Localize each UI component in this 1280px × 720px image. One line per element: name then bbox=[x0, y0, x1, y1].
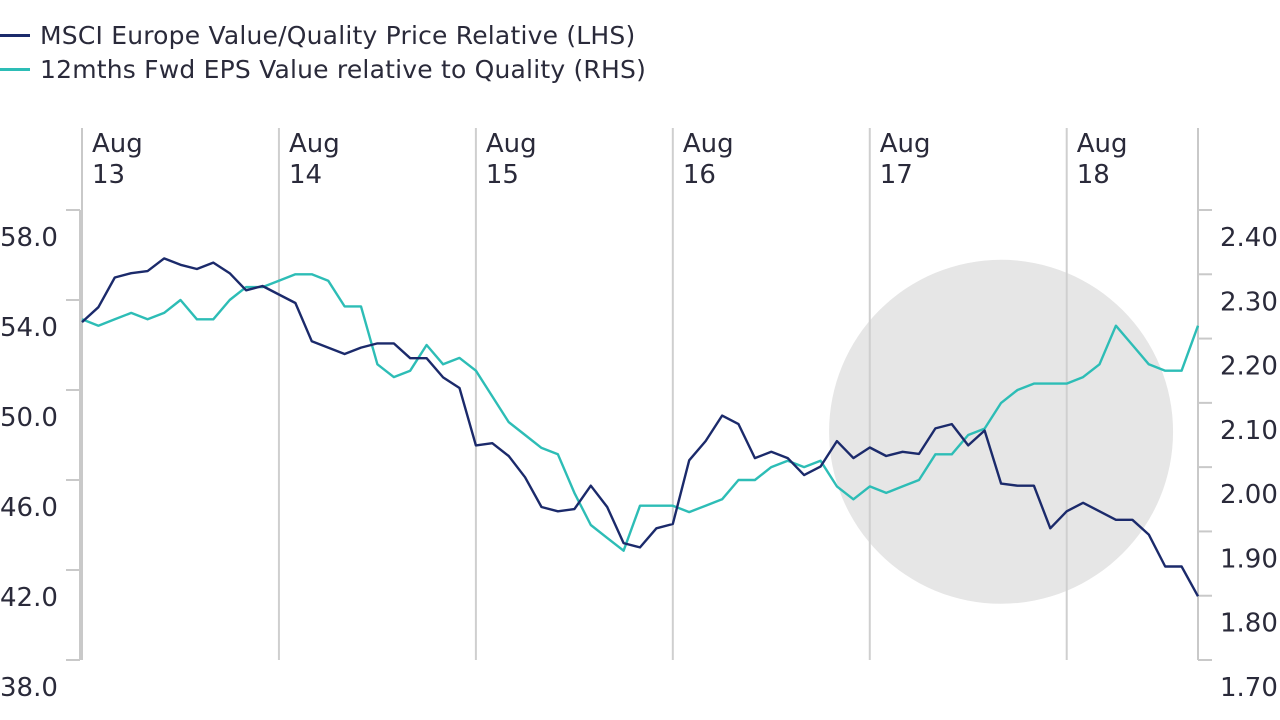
highlight-circle-layer bbox=[829, 259, 1174, 604]
series-line-price-relative bbox=[81, 257, 1200, 597]
x-tick-label-year: 16 bbox=[683, 160, 716, 190]
right-axis-tick-label: 2.00 bbox=[1220, 480, 1278, 510]
legend-swatch-price-relative bbox=[0, 33, 30, 37]
x-tick-label-month: Aug bbox=[1077, 129, 1128, 159]
left-axis-tick-label: 54.0 bbox=[0, 313, 58, 343]
x-tick-label-year: 13 bbox=[92, 160, 125, 190]
x-tick-label-year: 17 bbox=[880, 160, 913, 190]
left-axis-tick-label: 38.0 bbox=[0, 673, 58, 703]
right-axis-tick-label: 2.20 bbox=[1220, 352, 1278, 382]
x-tick-label-year: 14 bbox=[289, 160, 322, 190]
highlight-circle bbox=[829, 259, 1174, 604]
left-axis-tick-label: 46.0 bbox=[0, 493, 58, 523]
right-axis-tick-label: 2.10 bbox=[1220, 416, 1278, 446]
x-tick-label-month: Aug bbox=[289, 129, 340, 159]
right-axis-tick-label: 1.70 bbox=[1220, 673, 1278, 703]
chart-legend: MSCI Europe Value/Quality Price Relative… bbox=[0, 18, 646, 86]
right-axis-tick-label: 1.90 bbox=[1220, 544, 1278, 574]
axes bbox=[66, 128, 1212, 661]
right-axis-tick-label: 1.80 bbox=[1220, 609, 1278, 639]
legend-item-eps-relative: 12mths Fwd EPS Value relative to Quality… bbox=[0, 52, 646, 86]
legend-label-price-relative: MSCI Europe Value/Quality Price Relative… bbox=[40, 20, 636, 50]
right-axis-tick-label: 2.30 bbox=[1220, 287, 1278, 317]
x-tick-label-month: Aug bbox=[880, 129, 931, 159]
right-axis-tick-label: 2.40 bbox=[1220, 223, 1278, 253]
x-tick-label-year: 15 bbox=[486, 160, 519, 190]
left-axis-tick-label: 58.0 bbox=[0, 223, 58, 253]
left-axis-tick-label: 42.0 bbox=[0, 583, 58, 613]
x-tick-label-month: Aug bbox=[683, 129, 734, 159]
x-tick-label-month: Aug bbox=[92, 129, 143, 159]
series-line-eps-relative bbox=[81, 273, 1200, 552]
legend-item-price-relative: MSCI Europe Value/Quality Price Relative… bbox=[0, 18, 646, 52]
left-axis-tick-label: 50.0 bbox=[0, 403, 58, 433]
gridlines bbox=[81, 128, 1068, 660]
x-tick-label-year: 18 bbox=[1077, 160, 1110, 190]
x-tick-label-month: Aug bbox=[486, 129, 537, 159]
series-lines bbox=[81, 257, 1200, 597]
legend-swatch-eps-relative bbox=[0, 67, 30, 71]
legend-label-eps-relative: 12mths Fwd EPS Value relative to Quality… bbox=[40, 54, 647, 84]
tick-labels: Aug13Aug14Aug15Aug16Aug17Aug1858.054.050… bbox=[0, 129, 1278, 703]
